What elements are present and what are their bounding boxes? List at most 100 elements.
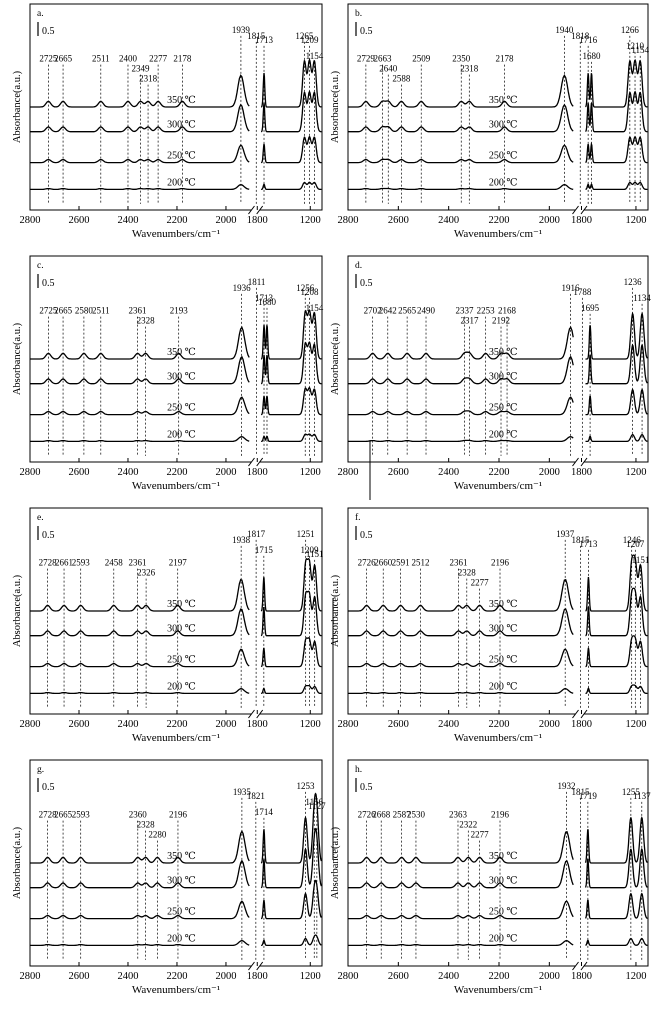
peak-label: 2702 [364,306,382,316]
x-tick-label: 2000 [539,719,560,730]
spectrum-trace-1 [30,829,250,864]
peak-label: 1937 [556,529,575,539]
peak-label: 2580 [75,306,94,316]
spectrum-trace-4-right [585,433,648,443]
spectrum-trace-3-right [584,892,648,920]
spectrum-trace-3-right [585,135,648,164]
peak-label: 2196 [169,810,188,820]
spectrum-trace-2-right [584,847,648,889]
x-tick-label: 2600 [388,719,409,730]
axis-break-gap [575,206,584,214]
temperature-label: 200 ℃ [167,429,196,440]
peak-label: 2361 [129,306,147,316]
x-tick-label: 1800 [571,971,592,982]
x-tick-label: 1800 [571,215,592,226]
peak-label: 1266 [621,25,640,35]
peak-label: 1713 [579,539,598,549]
spectrum-trace-1 [30,578,250,612]
scale-label: 0.5 [360,26,373,37]
spectrum-trace-3-right [260,637,322,668]
x-tick-label: 2800 [20,467,41,478]
peak-label: 1936 [233,283,252,293]
peak-label: 2660 [374,558,393,568]
spectrum-trace-4-right [585,937,648,947]
spectrum-trace-3-right [585,635,648,668]
spectrum-trace-3-right [260,135,322,164]
x-tick-label: 2800 [20,215,41,226]
spectrum-trace-2 [348,103,574,133]
x-tick-label: 2600 [68,971,89,982]
temperature-label: 350 ℃ [489,851,518,862]
spectrum-trace-1-right [585,58,648,108]
spectrum-trace-4-right [585,181,648,191]
temperature-label: 300 ℃ [489,372,518,383]
spectrum-trace-2 [30,859,250,889]
x-tick-label: 1200 [625,215,646,226]
spectrum-trace-4-right [261,433,322,443]
x-tick-label: 2000 [539,971,560,982]
peak-label: 2196 [491,558,510,568]
spectrum-trace-2-right [585,90,648,133]
peak-label: 2361 [449,558,467,568]
axis-break-mark [248,709,255,719]
spectrum-trace-2-right [260,90,322,133]
panel-label: f. [355,512,361,523]
peak-label: 1680 [582,51,601,61]
peak-label: 1246 [623,535,642,545]
panel-label: h. [355,765,362,775]
peak-label: 1932 [557,781,575,791]
axis-break-mark [580,709,588,719]
peak-label: 1207 [626,539,645,549]
axis-break-gap [251,962,260,970]
spectrum-trace-3-right [260,879,322,920]
x-tick-label: 2400 [438,467,459,478]
spectrum-trace-1 [348,578,574,612]
spectrum-trace-4 [348,183,574,191]
peak-label: 2530 [407,810,426,820]
x-tick-label: 2200 [166,719,187,730]
spectrum-trace-2-right [585,343,648,385]
spectrum-trace-3-right [260,386,322,416]
peak-label: 2587 [393,810,412,820]
peak-label: 2328 [137,316,156,326]
peak-label: 1253 [296,781,315,791]
peak-label: 2280 [148,830,167,840]
axis-break-gap [251,206,260,214]
temperature-label: 300 ℃ [489,624,518,635]
axis-break-gap [251,458,260,466]
spectrum-trace-4 [30,688,250,695]
spectrum-trace-2-right [260,341,322,385]
spectrum-trace-2-right [260,590,322,637]
x-tick-label: 2800 [338,215,359,226]
spectrum-trace-1 [30,326,250,360]
peak-label: 1154 [306,303,324,313]
x-axis-label: Wavenumbers/cm⁻¹ [454,732,542,744]
peak-label: 1811 [248,277,266,287]
temperature-label: 300 ℃ [489,120,518,131]
x-tick-label: 1200 [300,215,321,226]
axis-break-mark [572,961,579,971]
temperature-label: 200 ℃ [167,177,196,188]
temperature-label: 300 ℃ [489,876,518,887]
spectrum-trace-4-right [261,934,322,947]
temperature-label: 200 ℃ [489,933,518,944]
x-tick-label: 1200 [625,971,646,982]
peak-label: 1821 [247,791,265,801]
temperature-label: 250 ℃ [167,151,196,162]
scale-label: 0.5 [42,278,55,289]
peak-label: 2349 [131,64,150,74]
peak-label: 2337 [456,306,475,316]
peak-label: 1208 [301,287,320,297]
panel-h: 2800 2600 2400 2200 2000 1800 1200 Wavenumbers/… [330,759,651,996]
temperature-label: 350 ℃ [167,599,196,610]
panel-label: a. [37,9,44,19]
peak-label: 2511 [92,306,110,316]
peak-label: 1156 [305,797,323,807]
spectrum-trace-2-right [260,827,323,889]
x-tick-label: 2800 [338,971,359,982]
peak-label: 2277 [471,578,490,588]
spectrum-trace-1-right [260,792,323,864]
spectrum-trace-4-right [261,684,322,695]
peak-label: 2361 [129,558,147,568]
temperature-label: 350 ℃ [489,95,518,106]
